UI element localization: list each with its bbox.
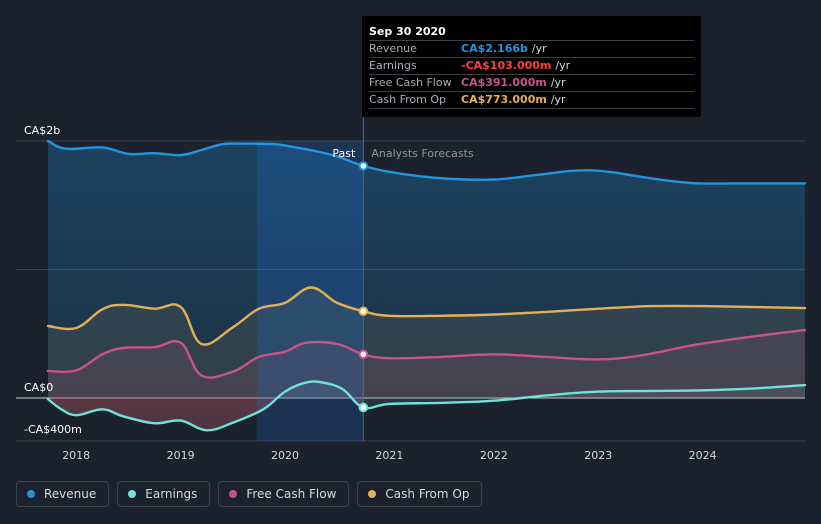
series-areas [48,141,805,431]
legend-label: Earnings [145,487,198,501]
x-tick-label: 2021 [375,449,403,462]
legend-item-cash-from-op[interactable]: Cash From Op [357,481,483,507]
tooltip-label: Free Cash Flow [369,76,452,89]
past-label: Past [332,147,356,160]
x-axis-labels: 2018 2019 2020 2021 2022 2023 2024 [62,449,716,462]
tooltip-row-cash-from-op: Cash From Op CA$773.000m /yr [369,92,694,109]
tooltip-row-revenue: Revenue CA$2.166b /yr [369,41,694,58]
series-markers [358,161,369,413]
tooltip-label: Earnings [369,59,417,72]
x-tick-label: 2024 [689,449,717,462]
tooltip: Sep 30 2020 Revenue CA$2.166b /yr Earnin… [362,16,701,117]
earnings-negative-area [48,398,364,431]
x-tick-label: 2020 [271,449,299,462]
x-tick-label: 2018 [62,449,90,462]
y-axis-labels: CA$2b CA$0 -CA$400m [24,124,82,436]
cash-from-op-line [46,286,807,346]
tooltip-unit: /yr [550,76,566,89]
tooltip-label: Revenue [369,42,417,55]
revenue-marker [358,161,369,171]
x-tick-label: 2019 [167,449,195,462]
y-tick-label: CA$2b [24,124,60,137]
legend-label: Revenue [44,487,97,501]
legend-dot-icon [368,490,377,498]
series-lines [46,139,807,432]
legend: Revenue Earnings Free Cash Flow Cash Fro… [16,481,490,507]
tooltip-date: Sep 30 2020 [369,23,694,41]
tooltip-unit: /yr [531,42,547,55]
tooltip-row-earnings: Earnings -CA$103.000m /yr [369,58,694,75]
x-tick-label: 2023 [584,449,612,462]
legend-item-earnings[interactable]: Earnings [117,481,211,507]
past-highlight-band [256,141,364,441]
tooltip-value: CA$2.166b [461,42,528,55]
tooltip-unit: /yr [550,93,566,106]
revenue-area [48,141,805,398]
earnings-marker [358,402,369,413]
tooltip-label: Cash From Op [369,93,447,106]
tooltip-value: CA$391.000m [461,76,547,89]
legend-item-free-cash-flow[interactable]: Free Cash Flow [218,481,350,507]
tooltip-row-free-cash-flow: Free Cash Flow CA$391.000m /yr [369,75,694,92]
y-tick-label: CA$0 [24,381,53,394]
legend-dot-icon [27,490,35,498]
legend-label: Cash From Op [385,487,470,501]
earnings-line [46,380,807,432]
free-cash-flow-area [48,329,805,398]
legend-dot-icon [128,490,137,498]
x-tick-label: 2022 [480,449,508,462]
free-cash-flow-marker [358,349,369,360]
tooltip-unit: /yr [555,59,571,72]
revenue-line [46,139,807,185]
free-cash-flow-line [46,328,807,379]
legend-label: Free Cash Flow [246,487,337,501]
tooltip-value: -CA$103.000m [461,59,552,72]
legend-item-revenue[interactable]: Revenue [16,481,110,507]
analysts-forecasts-label: Analysts Forecasts [371,147,474,160]
y-tick-label: -CA$400m [24,423,82,436]
legend-dot-icon [229,490,238,498]
tooltip-value: CA$773.000m [461,93,547,106]
cash-from-op-marker [358,306,369,317]
